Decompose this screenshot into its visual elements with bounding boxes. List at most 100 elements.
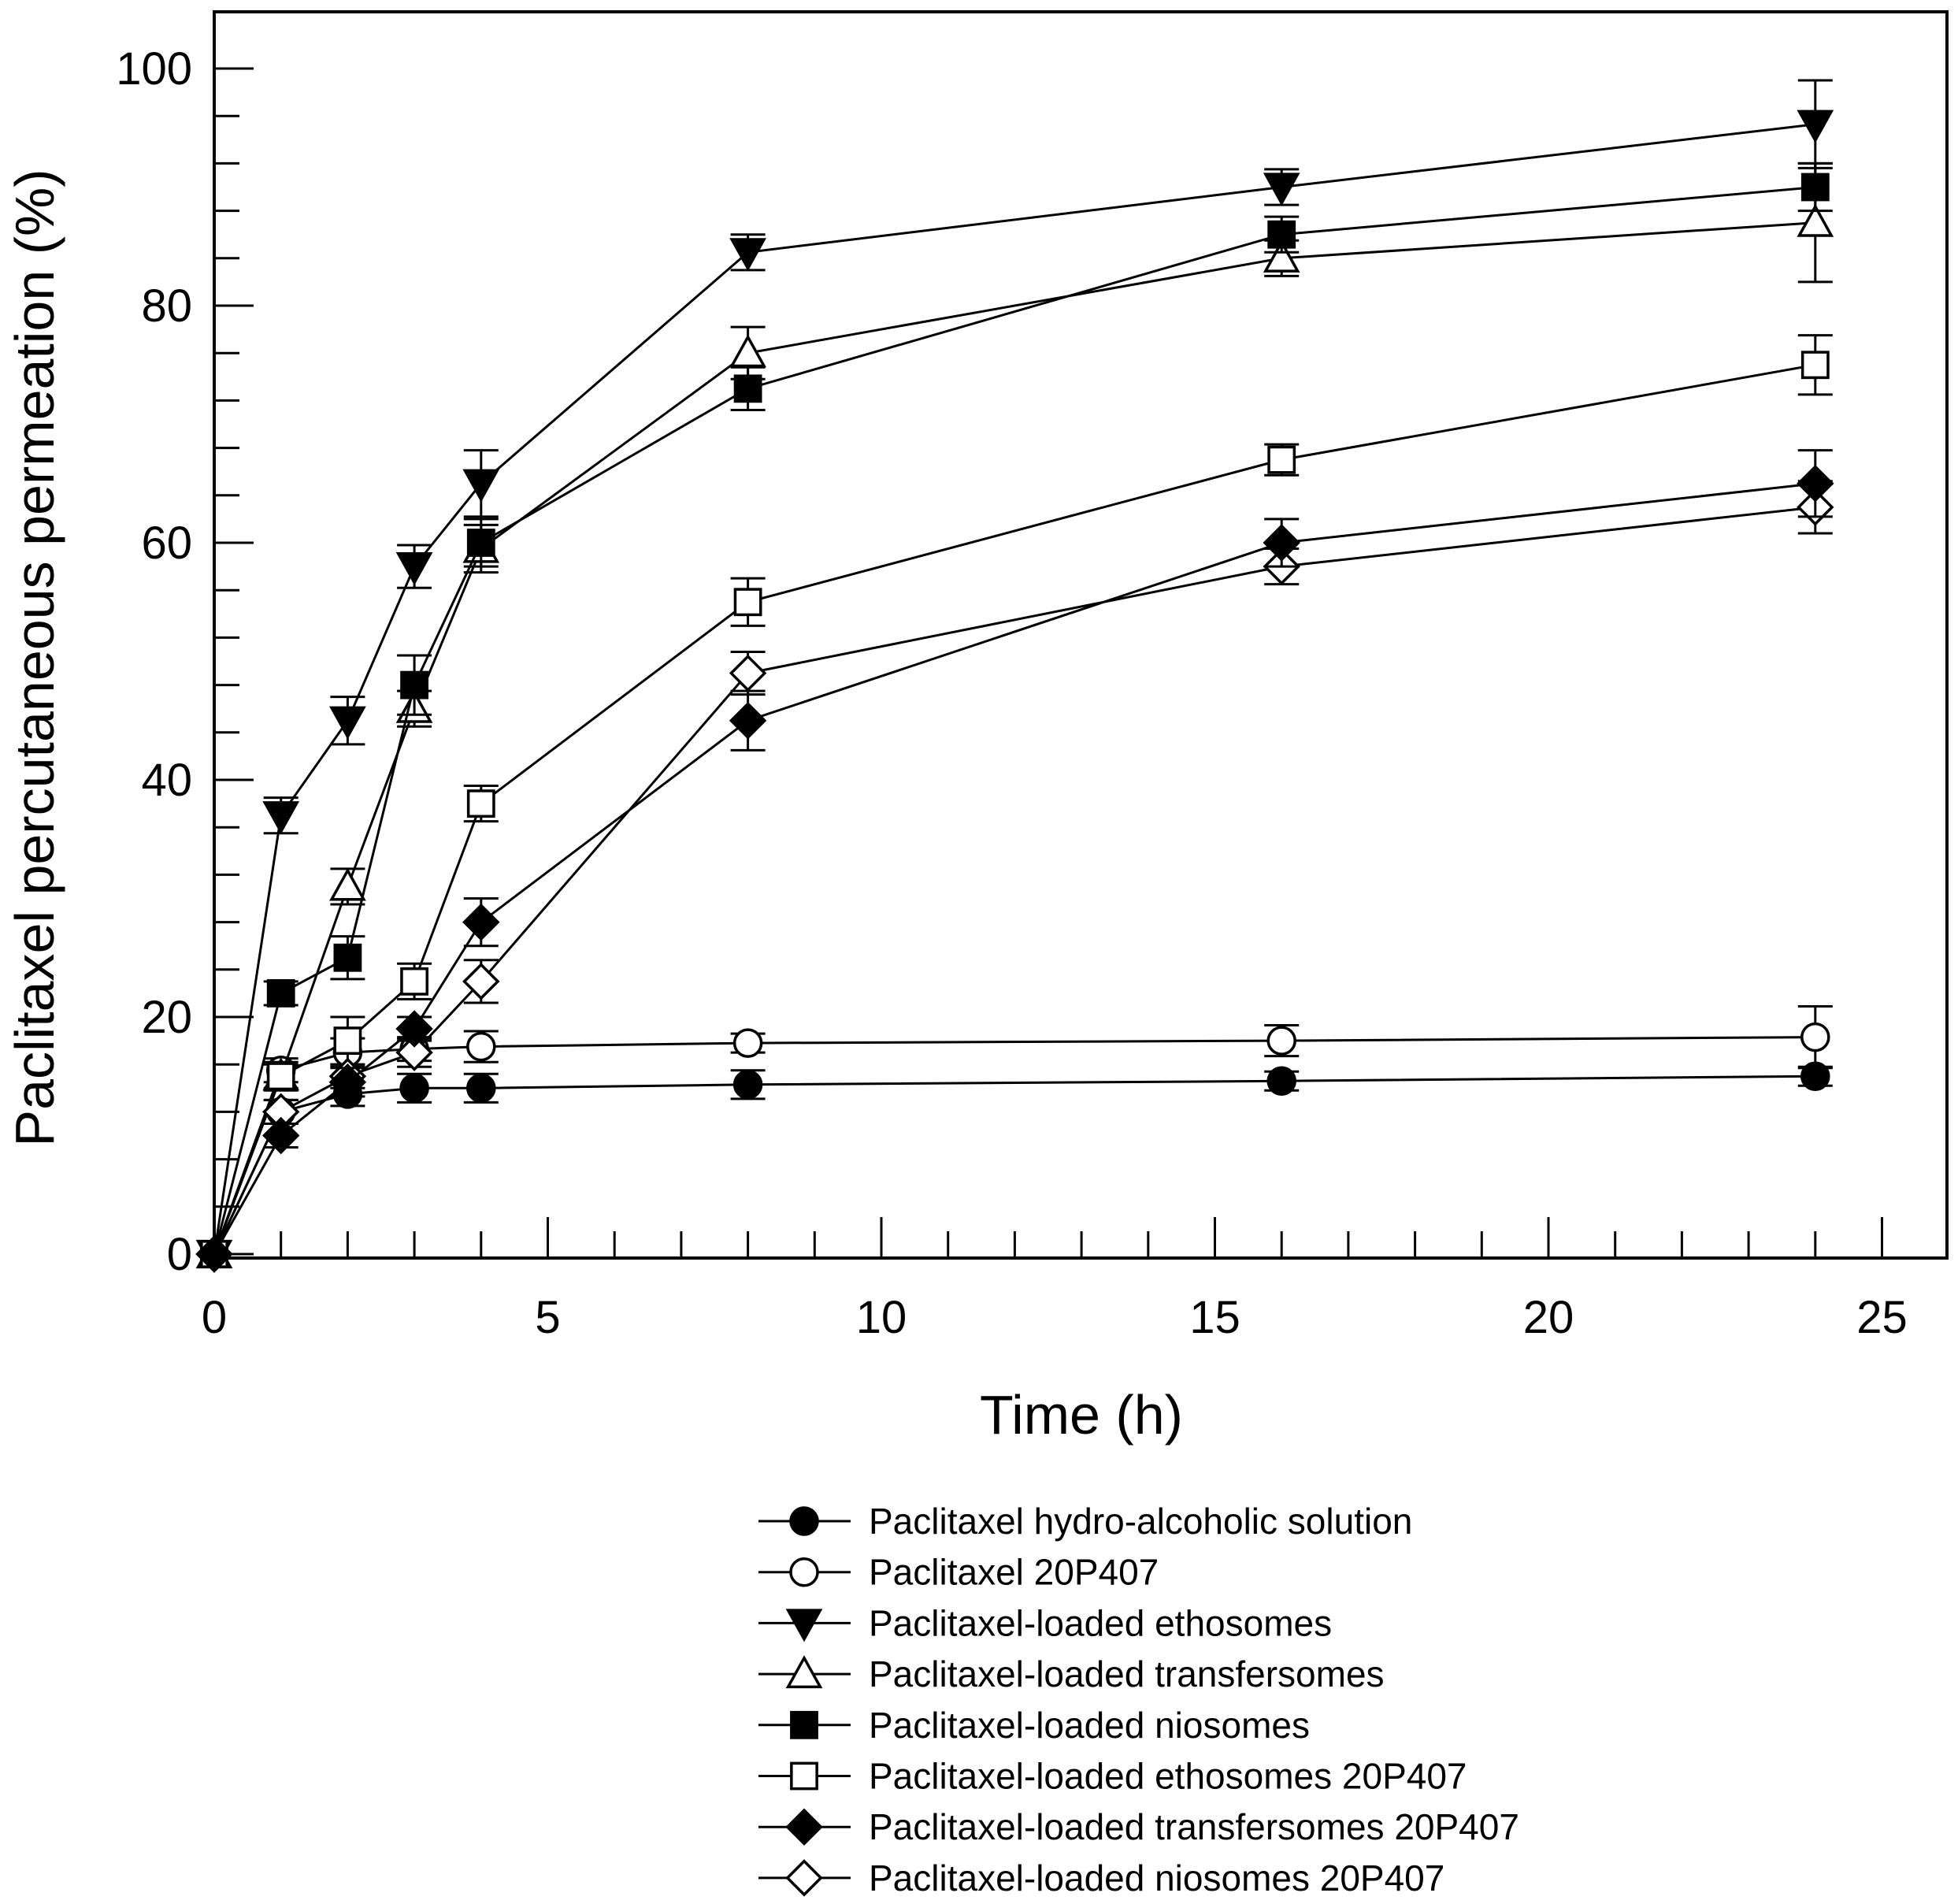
legend-item: Paclitaxel-loaded transfersomes 20P407 (758, 1806, 1519, 1847)
data-point (1263, 239, 1300, 273)
series-8 (195, 480, 1834, 1273)
data-point (395, 1010, 433, 1048)
data-point (732, 1028, 763, 1058)
data-point (1800, 173, 1830, 202)
legend-item: Paclitaxel-loaded ethosomes (758, 1602, 1332, 1643)
legend-marker (785, 1859, 823, 1897)
data-point (732, 1070, 763, 1100)
series-7 (195, 449, 1834, 1273)
data-point (1797, 203, 1834, 237)
data-point (1263, 173, 1300, 206)
data-point (729, 334, 766, 368)
legend-marker (785, 1808, 823, 1846)
data-point (1263, 524, 1300, 562)
legend-label: Paclitaxel-loaded transfersomes 20P407 (869, 1806, 1519, 1847)
data-point (466, 1031, 496, 1062)
data-point (1800, 351, 1830, 380)
series-5 (200, 161, 1833, 1268)
data-point (466, 529, 495, 557)
data-point (195, 1235, 233, 1273)
legend-label: Paclitaxel-loaded ethosomes 20P407 (869, 1756, 1467, 1797)
legend-marker (785, 1609, 823, 1642)
x-tick-label: 0 (202, 1292, 227, 1343)
legend-item: Paclitaxel hydro-alcoholic solution (758, 1501, 1412, 1542)
legend-marker (789, 1557, 819, 1587)
data-point (733, 588, 762, 617)
data-point (261, 1116, 300, 1155)
legend-label: Paclitaxel hydro-alcoholic solution (869, 1501, 1412, 1542)
data-point (1800, 1061, 1830, 1091)
series-line (213, 1074, 1815, 1255)
series-4 (195, 161, 1834, 1269)
x-axis-title: Time (h) (980, 1384, 1183, 1446)
data-point (733, 374, 762, 403)
y-tick-label: 0 (167, 1229, 192, 1280)
data-point (395, 552, 433, 586)
y-axis-title: Paclitaxel percutaneous permeation (%) (4, 169, 65, 1146)
data-point (1267, 445, 1296, 474)
legend-label: Paclitaxel-loaded transfersomes (869, 1653, 1385, 1694)
x-tick-label: 10 (856, 1292, 907, 1343)
data-point (1266, 1026, 1296, 1056)
y-tick-label: 100 (116, 43, 192, 95)
legend-marker (790, 1710, 818, 1739)
series-2 (199, 1004, 1833, 1269)
y-tick-label: 20 (141, 992, 192, 1043)
data-point (266, 979, 295, 1008)
legend-label: Paclitaxel 20P407 (869, 1552, 1159, 1593)
series-3 (195, 79, 1834, 1274)
legend-item: Paclitaxel-loaded niosomes (758, 1705, 1310, 1746)
data-point (462, 903, 500, 941)
y-tick-label: 60 (141, 518, 192, 569)
legend: Paclitaxel hydro-alcoholic solution Pacli… (758, 1501, 1519, 1898)
series-line (213, 221, 1815, 1255)
series-line (213, 186, 1815, 1255)
y-tick-label: 40 (141, 755, 192, 806)
data-point (1800, 1022, 1830, 1052)
legend-item: Paclitaxel-loaded transfersomes (758, 1653, 1385, 1694)
x-tick-label: 20 (1523, 1292, 1574, 1343)
legend-label: Paclitaxel-loaded niosomes (869, 1705, 1310, 1746)
legend-marker (789, 1506, 819, 1536)
data-point (266, 1062, 295, 1091)
legend-label: Paclitaxel-loaded niosomes 20P407 (869, 1858, 1444, 1898)
data-point (466, 789, 495, 818)
data-point (1267, 220, 1296, 249)
data-point (399, 1073, 429, 1104)
legend-marker (785, 1655, 823, 1689)
data-point (395, 1034, 433, 1071)
series-line (213, 363, 1816, 1255)
data-point (729, 654, 767, 692)
data-point (400, 670, 429, 700)
series-6 (200, 334, 1833, 1268)
y-tick-label: 80 (141, 280, 192, 332)
data-point (466, 1073, 496, 1104)
data-point (262, 801, 300, 835)
x-tick-label: 15 (1189, 1292, 1240, 1343)
series-line (213, 123, 1815, 1255)
series-1 (199, 1061, 1833, 1269)
data-point (333, 1026, 362, 1055)
legend-item: Paclitaxel 20P407 (758, 1552, 1159, 1593)
series-line (213, 1036, 1815, 1255)
series-line (213, 506, 1815, 1255)
data-point (328, 1063, 367, 1101)
data-point (329, 867, 366, 901)
data-point (329, 706, 366, 740)
x-tick-label: 5 (535, 1292, 560, 1343)
data-point (462, 469, 500, 503)
data-point (462, 963, 500, 1000)
data-point (729, 702, 767, 740)
data-point (333, 943, 362, 972)
data-point (1797, 465, 1834, 503)
legend-item: Paclitaxel-loaded ethosomes 20P407 (758, 1756, 1467, 1797)
series-line (213, 482, 1815, 1255)
data-point (1797, 109, 1834, 143)
data-point (1266, 1066, 1296, 1097)
x-tick-label: 25 (1856, 1292, 1908, 1343)
data-point (729, 238, 766, 272)
legend-marker (790, 1761, 818, 1791)
data-point (400, 967, 429, 996)
legend-item: Paclitaxel-loaded niosomes 20P407 (758, 1858, 1444, 1898)
